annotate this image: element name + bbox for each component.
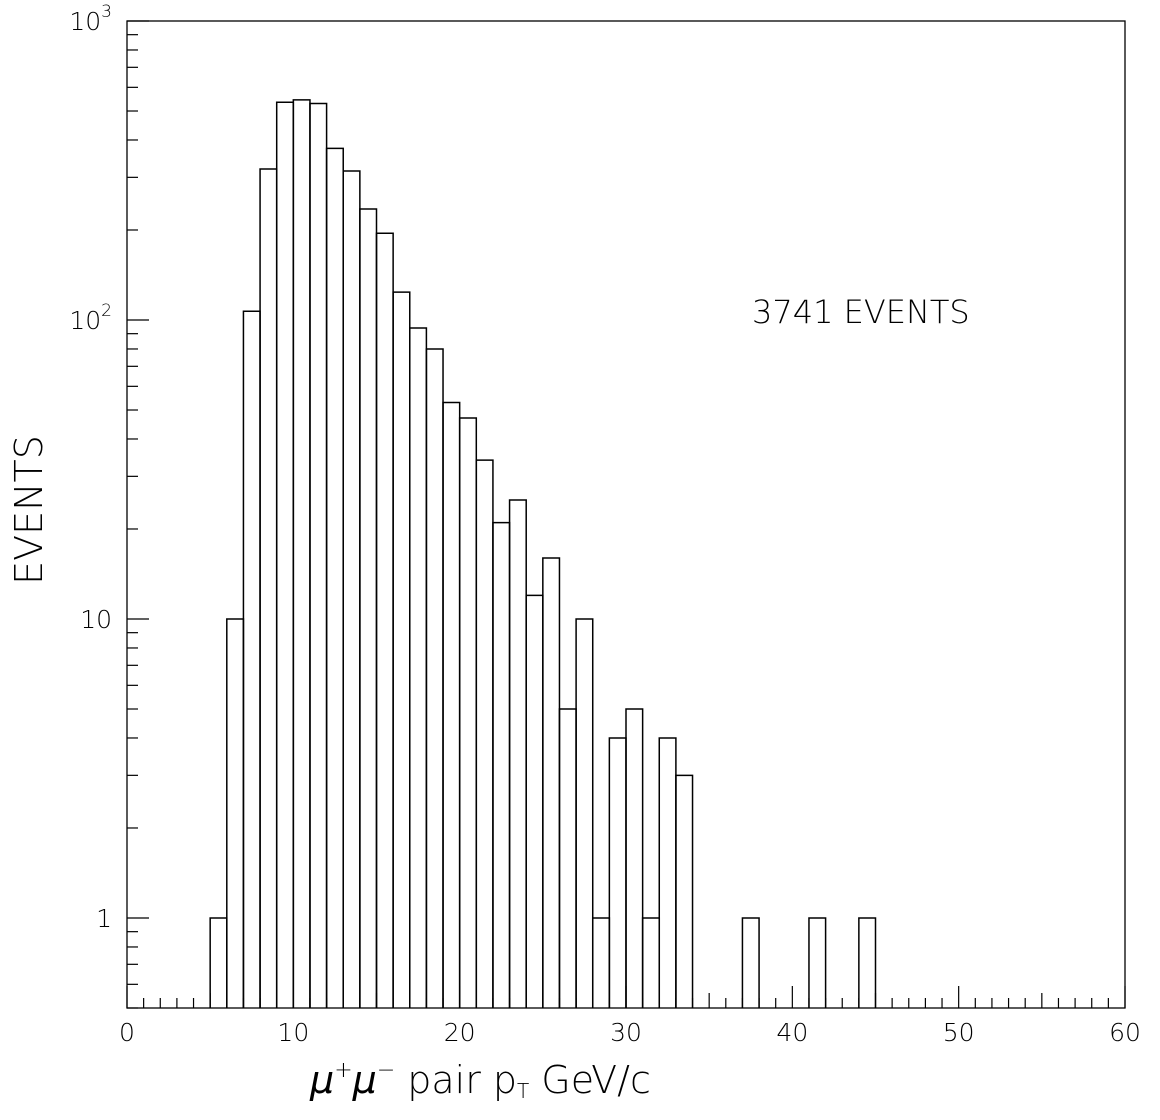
- x-axis-title-plus: +: [334, 1058, 352, 1083]
- x-tick-label: 50: [943, 1018, 975, 1047]
- y-tick-label: 102: [69, 301, 112, 335]
- histogram-bin: [525, 594, 544, 1008]
- y-tick-label: 103: [69, 2, 112, 36]
- y-axis-title: EVENTS: [7, 435, 51, 585]
- histogram-bin: [658, 737, 677, 1008]
- x-tick-label: 40: [776, 1018, 808, 1047]
- histogram-bin: [458, 417, 478, 1008]
- x-axis-title-sub: T: [517, 1079, 529, 1103]
- histogram-bin: [508, 499, 527, 1008]
- y-tick-label: 10: [80, 605, 112, 634]
- y-axis-ticks: [127, 20, 149, 1009]
- histogram-bin: [375, 232, 394, 1008]
- histogram-bin: [542, 557, 561, 1008]
- histogram-bin: [625, 708, 644, 1008]
- histogram-bin: [292, 99, 311, 1008]
- y-tick-label: 1: [96, 904, 112, 933]
- x-axis-title-minus: −: [377, 1058, 395, 1083]
- x-axis-title-mu2: μ: [352, 1058, 377, 1102]
- x-axis-title-unit: GeV/c: [541, 1058, 651, 1102]
- x-axis-title: μ+μ− pair pT GeV/c: [309, 1058, 651, 1103]
- histogram-bin: [442, 401, 461, 1008]
- x-tick-label: 20: [444, 1018, 476, 1047]
- histogram-bin: [226, 618, 245, 1008]
- x-tick-label: 10: [277, 1018, 309, 1047]
- histogram-bin: [425, 348, 444, 1008]
- histogram-bin: [409, 327, 428, 1008]
- histogram-bin: [259, 168, 278, 1008]
- x-tick-label: 60: [1109, 1018, 1141, 1047]
- histogram-bin: [392, 291, 411, 1008]
- histogram-bin: [808, 917, 827, 1008]
- x-tick-label: 0: [119, 1018, 135, 1047]
- histogram-bin: [359, 208, 378, 1008]
- histogram-bin: [608, 737, 627, 1008]
- histogram-bin: [209, 917, 228, 1008]
- y-axis-tick-labels: 1 10 102 103: [69, 2, 112, 933]
- histogram-bin: [575, 618, 594, 1008]
- x-axis-title-pair: pair p: [407, 1058, 517, 1102]
- histogram-bin: [275, 101, 295, 1008]
- histogram-bin: [309, 102, 328, 1008]
- annotation-event-count: 3741 EVENTS: [752, 293, 970, 331]
- histogram-bin: [741, 917, 760, 1008]
- histogram-bin: [492, 521, 511, 1008]
- histogram-bin: [342, 170, 361, 1008]
- histogram-bin: [591, 917, 611, 1008]
- histogram-bin: [325, 147, 344, 1008]
- histogram-bin: [675, 774, 694, 1008]
- histogram-bin: [641, 917, 661, 1008]
- histogram-bars: [209, 99, 877, 1008]
- x-axis-tick-labels: 0 10 20 30 40 50 60: [119, 1018, 1141, 1047]
- x-axis-title-mu: μ: [309, 1058, 334, 1102]
- histogram-bin: [558, 708, 577, 1008]
- x-tick-label: 30: [610, 1018, 642, 1047]
- histogram-bin: [242, 310, 261, 1008]
- histogram-bin: [858, 917, 877, 1008]
- histogram-bin: [475, 459, 494, 1008]
